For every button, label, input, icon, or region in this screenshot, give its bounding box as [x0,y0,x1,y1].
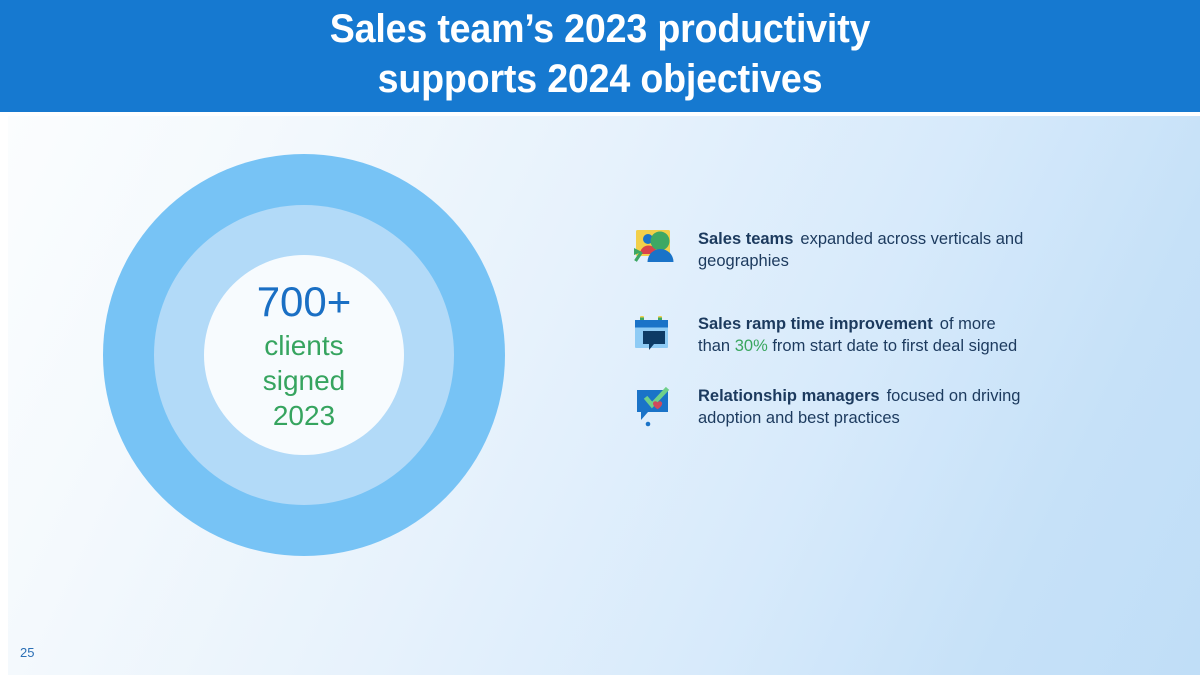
page-number: 25 [20,645,35,660]
donut-center-text: 700+ clients signed 2023 [204,255,404,455]
list-item-body: focused on driving adoption and best pra… [698,387,1021,427]
list-item-lead: Sales ramp time improvement [698,315,933,333]
metric-figure: 700+ [256,277,352,325]
list-item-body-before: of more than [698,315,996,355]
list-item-highlight: 30% [734,336,768,355]
list-item-text: Relationship managers focused on driving … [698,381,1058,429]
donut-metric-chart: 700+ clients signed 2023 [103,154,505,556]
content-panel: 700+ clients signed 2023 [8,116,1200,675]
list-item: Relationship managers focused on driving … [628,381,1058,433]
title-banner: Sales team’s 2023 productivity supports … [0,0,1200,112]
list-item-lead: Sales teams [698,230,794,248]
highlights-list: Sales teams expanded across verticals and… [628,224,1058,433]
people-group-icon [628,224,680,276]
list-item-text: Sales teams expanded across verticals and… [698,224,1058,272]
page-title: Sales team’s 2023 productivity supports … [329,7,871,101]
list-item-lead: Relationship managers [698,387,880,405]
chat-check-heart-icon [628,381,680,433]
list-item-body-after: from start date to first deal signed [772,336,1018,355]
calendar-chat-icon [628,309,680,361]
list-item-text: Sales ramp time improvement of more than … [698,309,1058,357]
list-item-body: expanded across verticals and geographie… [698,230,1024,270]
donut-center-circle [204,255,404,455]
list-item: Sales teams expanded across verticals and… [628,224,1058,276]
metric-caption: clients signed 2023 [262,329,346,431]
list-item: Sales ramp time improvement of more than … [628,309,1058,361]
